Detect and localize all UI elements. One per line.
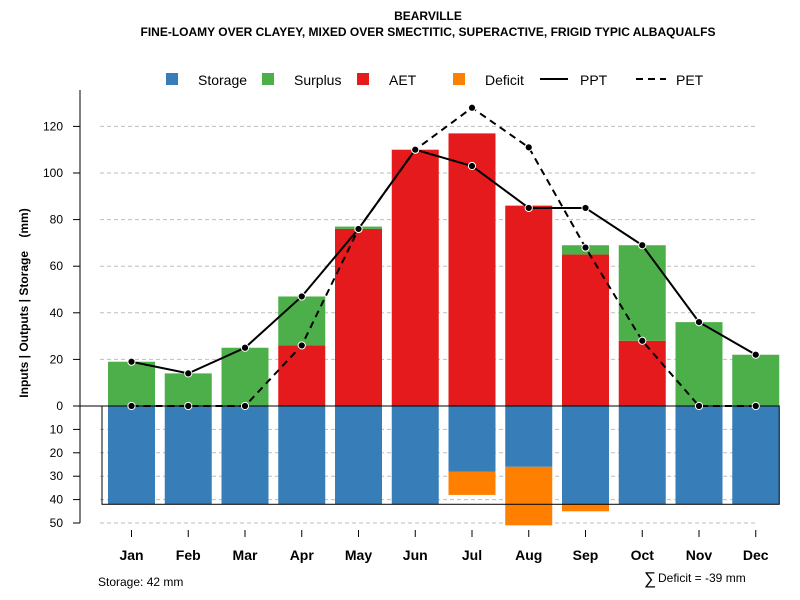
bar-storage-Dec: [732, 406, 780, 505]
bar-aet-Jun: [391, 149, 439, 406]
point-pet-Jul: [467, 103, 477, 112]
y-tick-label-lower-30: 30: [50, 469, 64, 483]
bar-surplus-Feb: [164, 373, 212, 406]
storage-capacity-box: [101, 405, 780, 505]
line-ppt: [131, 148, 757, 375]
bar-storage-Sep: [562, 406, 609, 505]
legend-label-pet: PET: [676, 72, 704, 88]
bar-aet-May: [335, 228, 382, 406]
bar-deficit-Aug: [505, 466, 553, 526]
bar-aet-Apr: [278, 345, 326, 406]
x-tick-label-Oct: Oct: [631, 547, 655, 563]
point-ppt-Feb: [184, 369, 193, 378]
legend: Storage Surplus AET Deficit PPT PET: [166, 72, 704, 88]
y-tick-label-lower-20: 20: [50, 446, 64, 460]
x-tick-label-Dec: Dec: [743, 547, 769, 563]
bar-aet-Oct: [618, 340, 666, 406]
legend-label-storage: Storage: [198, 72, 247, 88]
bar-storage-May: [335, 406, 382, 505]
bar-surplus-Jan: [108, 361, 155, 406]
point-pet-Sep: [581, 243, 590, 252]
x-tick-label-Aug: Aug: [515, 547, 542, 563]
point-ppt-Aug: [524, 203, 533, 213]
x-tick-label-Feb: Feb: [176, 547, 201, 563]
point-pet-Nov: [694, 401, 704, 411]
y-tick-label-100: 100: [43, 166, 63, 180]
chart-title: BEARVILLE: [394, 9, 462, 23]
x-tick-label-Nov: Nov: [686, 547, 713, 563]
bar-aet-Aug: [505, 205, 553, 406]
storage-note: Storage: 42 mm: [98, 575, 183, 589]
point-pet-Mar: [240, 401, 250, 411]
bar-storage-Nov: [675, 406, 723, 505]
legend-swatch-deficit: [453, 73, 465, 85]
bar-surplus-Dec: [732, 354, 780, 406]
point-pet-Feb: [184, 401, 193, 411]
point-ppt-Jul: [467, 161, 477, 171]
point-ppt-Mar: [240, 343, 250, 352]
bar-deficit-Jul: [448, 471, 496, 495]
y-tick-label-lower-40: 40: [50, 493, 64, 507]
x-tick-label-Apr: Apr: [290, 547, 315, 563]
point-ppt-Oct: [638, 241, 647, 250]
line-pet: [131, 106, 756, 407]
y-tick-label-120: 120: [43, 119, 63, 133]
point-pet-Oct: [638, 336, 647, 345]
x-tick-label-May: May: [345, 547, 372, 563]
point-ppt-Jun: [411, 145, 420, 154]
deficit-note: Deficit = -39 mm: [658, 571, 746, 585]
y-tick-label-0: 0: [56, 399, 63, 413]
y-tick-label-20: 20: [50, 352, 64, 366]
x-tick-label-Mar: Mar: [233, 547, 258, 563]
bar-surplus-Mar: [221, 347, 269, 406]
legend-swatch-aet: [357, 73, 369, 85]
point-pet-Jan: [127, 401, 136, 411]
bar-storage-Oct: [618, 406, 666, 505]
bar-aet-Jul: [448, 133, 496, 406]
chart-subtitle: FINE-LOAMY OVER CLAYEY, MIXED OVER SMECT…: [141, 25, 716, 39]
bar-surplus-Oct: [618, 245, 666, 341]
y-axis-label: Inputs | Outputs | Storage (mm): [17, 208, 31, 397]
series-lines: [80, 103, 780, 505]
point-ppt-Jan: [127, 357, 136, 366]
y-tick-label-80: 80: [50, 213, 64, 227]
bar-storage-Apr: [278, 406, 326, 505]
x-tick-label-Jan: Jan: [119, 547, 143, 563]
bar-deficit-Sep: [562, 504, 609, 512]
x-tick-label-Jul: Jul: [462, 547, 482, 563]
legend-label-surplus: Surplus: [294, 72, 341, 88]
bar-storage-Jan: [108, 406, 155, 505]
legend-swatch-storage: [166, 73, 178, 85]
y-tick-label-lower-50: 50: [50, 516, 64, 530]
legend-label-ppt: PPT: [580, 72, 608, 88]
point-ppt-Nov: [694, 318, 704, 327]
bar-storage-Feb: [164, 406, 212, 505]
axes: 0 20 40 60 80 100 120 10 20 30 40 50 Jan Feb Mar Apr May…: [43, 90, 769, 563]
legend-swatch-surplus: [262, 73, 274, 85]
x-tick-label-Sep: Sep: [573, 547, 599, 563]
bar-storage-Mar: [221, 406, 269, 505]
point-ppt-Sep: [581, 203, 590, 213]
bar-surplus-Apr: [278, 296, 326, 346]
point-ppt-May: [354, 224, 363, 234]
point-pet-Apr: [297, 341, 306, 350]
bar-storage-Jul: [448, 406, 496, 472]
y-tick-label-lower-10: 10: [50, 422, 64, 436]
point-ppt-Dec: [751, 350, 760, 359]
bar-surplus-Nov: [675, 322, 723, 406]
point-ppt-Apr: [297, 292, 306, 301]
bar-aet-Sep: [562, 254, 609, 406]
x-tick-label-Jun: Jun: [403, 547, 428, 563]
bars: [108, 133, 780, 526]
legend-label-aet: AET: [389, 72, 417, 88]
y-tick-label-60: 60: [50, 259, 64, 273]
bar-storage-Jun: [391, 406, 439, 505]
bar-storage-Aug: [505, 406, 553, 467]
point-pet-Aug: [524, 143, 533, 152]
legend-label-deficit: Deficit: [485, 72, 524, 88]
y-tick-label-40: 40: [50, 306, 64, 320]
point-pet-Dec: [751, 401, 760, 411]
sum-symbol: ∑: [644, 569, 656, 588]
